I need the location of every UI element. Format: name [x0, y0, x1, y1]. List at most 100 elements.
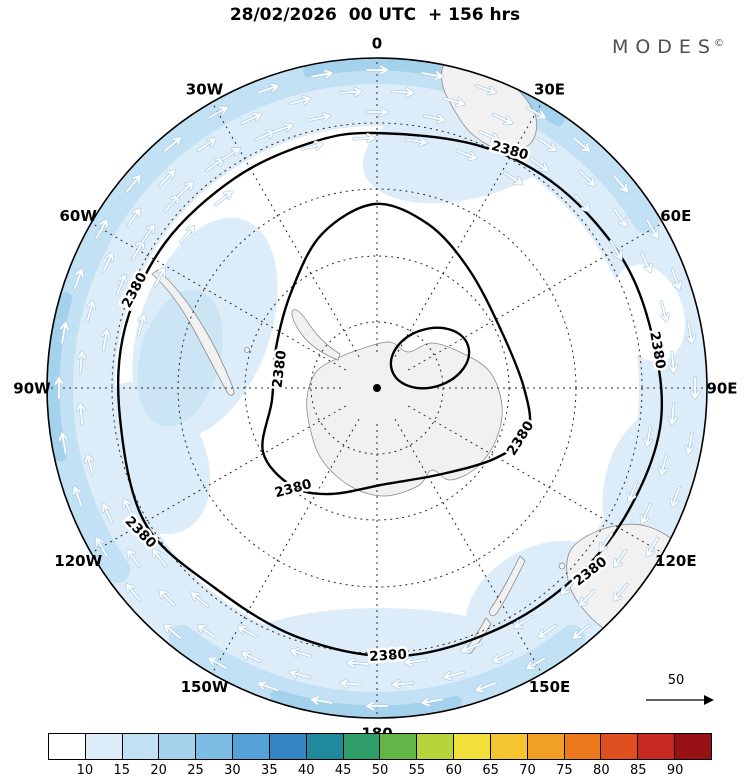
wind-arrow: [443, 97, 465, 107]
longitude-label-60E: 60E: [660, 207, 691, 225]
wind-arrow: [237, 625, 258, 638]
wind-arrow: [101, 329, 111, 351]
wind-arrow: [340, 679, 362, 688]
longitude-label-150E: 150E: [529, 678, 571, 696]
wind-arrow: [84, 454, 94, 476]
coast-islet: [244, 347, 250, 353]
wind-shading-band: [270, 689, 462, 718]
colorbar-tick-label: 25: [187, 763, 204, 778]
wind-arrow: [272, 123, 293, 133]
wind-arrow: [159, 590, 175, 606]
colorbar-tick-label: 60: [445, 763, 463, 778]
longitude-label-150W: 150W: [181, 678, 229, 696]
wind-arrow: [290, 648, 312, 657]
meridian-line: [212, 418, 360, 674]
wind-arrow: [627, 481, 638, 502]
wind-arrow: [257, 681, 279, 692]
wind-arrow: [526, 657, 546, 670]
wind-arrow: [102, 503, 113, 524]
wind-arrow: [392, 679, 414, 689]
wind-arrow: [340, 87, 362, 97]
wind-arrow: [640, 503, 652, 524]
colorbar-tick-label: 15: [113, 763, 131, 778]
colorbar-tick-label: 65: [482, 763, 499, 778]
wind-arrow: [95, 219, 108, 239]
wind-arrow: [479, 130, 500, 142]
wind-arrow: [95, 537, 108, 557]
wind-arrow: [127, 549, 141, 568]
longitude-label-120E: 120E: [655, 552, 697, 570]
colorbar-tick-label: 10: [76, 763, 94, 778]
wind-arrow: [289, 669, 311, 679]
colorbar-cell: [159, 734, 197, 759]
longitude-label-90W: 90W: [13, 379, 51, 397]
geopotential-contours: [116, 131, 664, 658]
wind-arrow: [668, 351, 678, 373]
coast-antarctic-peninsula: [291, 309, 341, 361]
contour-2380-inner: [261, 202, 532, 496]
longitude-label-30E: 30E: [534, 80, 565, 98]
coast-tasmania: [558, 562, 566, 570]
wind-arrow: [366, 701, 388, 711]
wind-arrow: [668, 403, 677, 425]
map-boundary: [46, 57, 708, 719]
wind-arrow: [421, 697, 443, 707]
wind-arrow: [86, 300, 96, 322]
wind-shading-band: [303, 58, 565, 126]
wind-shading-patch: [602, 409, 698, 557]
wind-arrow: [670, 486, 681, 508]
wind-arrow: [456, 150, 477, 161]
wind-arrow: [241, 113, 262, 124]
colorbar-cell: [233, 734, 270, 759]
wind-arrow: [214, 191, 233, 206]
wind-arrow: [257, 83, 279, 94]
wind-arrow: [658, 454, 668, 476]
wind-arrow: [572, 137, 590, 152]
wind-arrow: [613, 208, 627, 227]
wind-arrow: [164, 137, 182, 152]
wind-arrow: [530, 157, 549, 172]
wind-arrow: [58, 432, 68, 454]
wind-arrow: [191, 592, 209, 607]
longitude-label-90E: 90E: [706, 379, 737, 397]
wind-arrow: [72, 486, 83, 508]
colorbar-tick-label: 40: [297, 763, 315, 778]
wind-arrows: [53, 64, 701, 712]
meridian-line: [394, 418, 542, 674]
wind-arrow: [404, 657, 427, 667]
longitude-label-60W: 60W: [59, 207, 97, 225]
wind-reference-value: 50: [668, 673, 685, 688]
wind-shading-band: [47, 292, 73, 462]
colorbar-ticks: 10 15 20 25 30 35 40 45 50 55 60 65 70 75 80 85 90: [48, 763, 712, 782]
wind-arrow: [308, 112, 331, 122]
wind-arrow: [610, 240, 622, 260]
wind-arrow: [475, 84, 497, 95]
wind-arrow: [54, 377, 64, 399]
graticule: [48, 59, 706, 717]
longitude-label-120W: 120W: [54, 552, 102, 570]
colorbar-tick-label: 90: [666, 763, 684, 778]
colorbar-cell: [306, 734, 344, 759]
colorbar-cell: [49, 734, 86, 759]
coast-patagonia: [151, 269, 235, 396]
copyright-mark: ©: [714, 37, 724, 49]
wind-arrow: [560, 578, 577, 595]
wind-arrow: [572, 624, 590, 639]
wind-arrow: [127, 208, 141, 227]
meridian-line: [91, 405, 347, 553]
wind-reference-arrow: 50: [646, 673, 714, 705]
wind-arrow: [137, 314, 147, 336]
wind-arrow: [579, 590, 595, 606]
wind-arrow: [443, 671, 465, 681]
colorbar-cell: [196, 734, 234, 759]
wind-arrow: [141, 224, 155, 243]
meridian-line: [407, 405, 663, 553]
wind-arrow: [77, 351, 86, 373]
meridian-line: [394, 102, 542, 358]
wind-arrow: [102, 252, 114, 273]
wind-arrow: [301, 141, 323, 150]
wind-arrow: [685, 432, 694, 454]
colorbar-cell: [638, 734, 676, 759]
